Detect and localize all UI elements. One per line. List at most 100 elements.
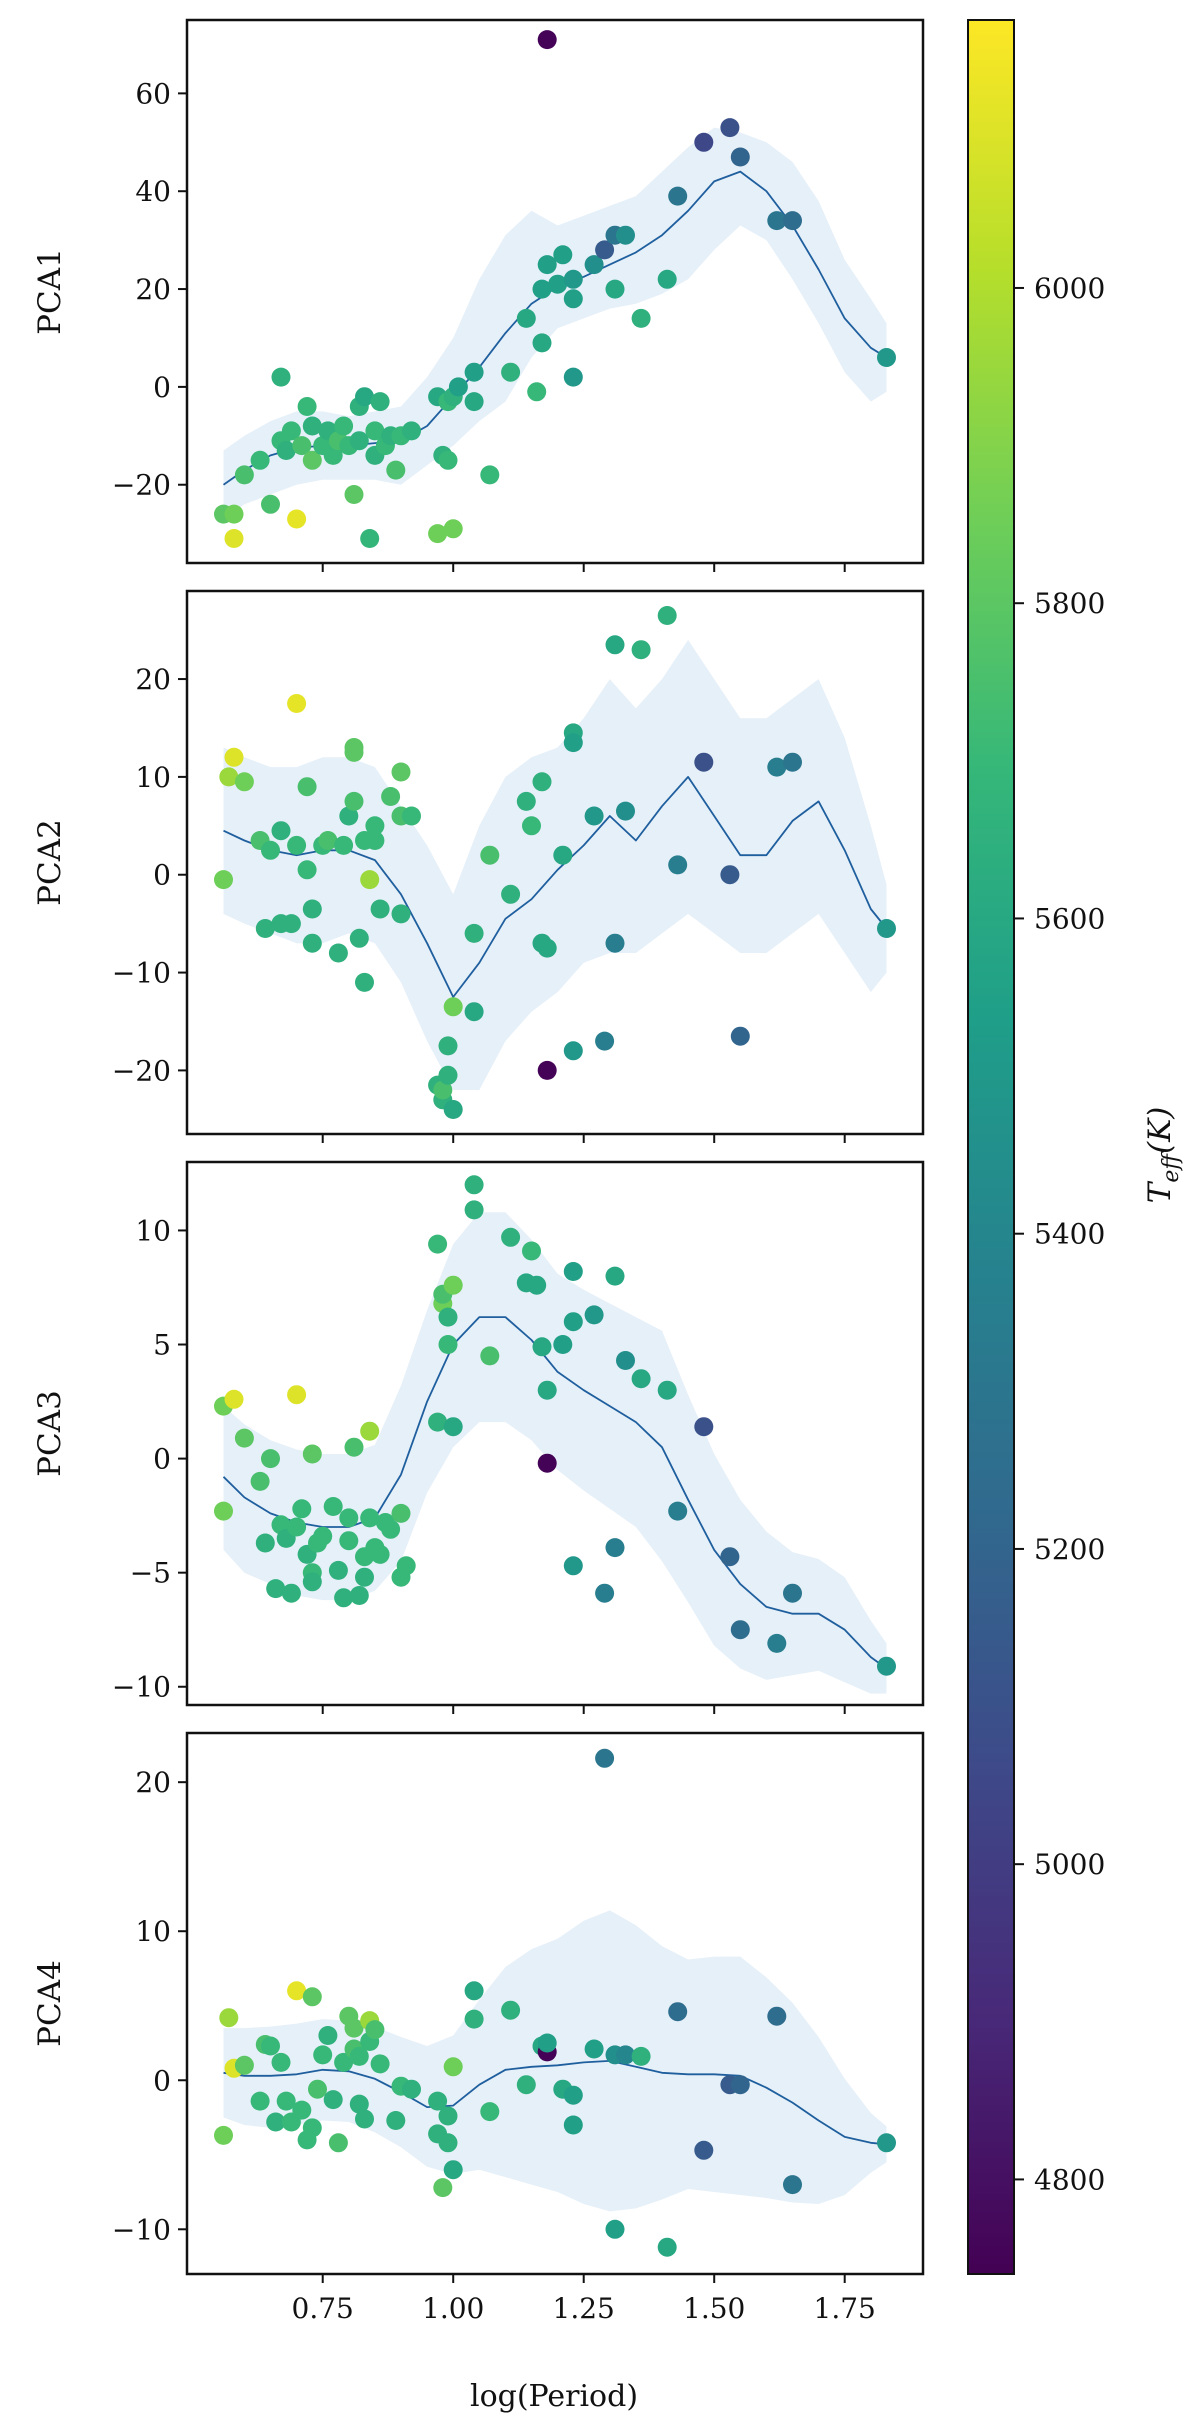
data-point: [694, 132, 714, 152]
data-point: [349, 2094, 369, 2114]
data-point: [323, 445, 343, 465]
data-point: [563, 1262, 583, 1281]
data-point: [616, 2045, 635, 2065]
data-point: [767, 2006, 787, 2026]
data-point: [443, 2160, 463, 2180]
panel-pca3: −10 −5 0 5 10 PCA3: [32, 1160, 925, 1714]
x-tick-label: 1.75: [814, 2292, 876, 2325]
data-point: [355, 1567, 374, 1587]
data-point: [219, 767, 239, 787]
data-point: [767, 757, 787, 777]
data-point: [694, 1417, 714, 1437]
data-point: [266, 1579, 286, 1599]
colorbar-tick-label: 5200: [1034, 1533, 1105, 1566]
data-point: [730, 1026, 750, 1046]
data-point: [605, 933, 625, 953]
data-point: [537, 938, 557, 958]
data-point: [563, 1556, 583, 1576]
data-point: [344, 2018, 364, 2038]
data-point: [443, 2057, 463, 2077]
data-point: [767, 211, 787, 231]
data-point: [532, 772, 552, 792]
colorbar-ticks: 4800 5000 5200 5400 5600 5800 6000: [1014, 272, 1105, 2196]
data-point: [605, 2219, 625, 2239]
data-point: [302, 899, 322, 919]
data-point: [548, 274, 568, 294]
data-point: [234, 2055, 254, 2075]
y-axis-label: PCA1: [32, 248, 68, 335]
y-tick-label: 40: [135, 175, 171, 208]
data-point: [464, 1981, 484, 2001]
data-point: [584, 2039, 604, 2059]
data-point: [281, 1583, 301, 1603]
data-point: [563, 269, 583, 289]
data-point: [443, 1417, 463, 1437]
x-tick-label: 0.75: [292, 2292, 354, 2325]
data-point: [386, 2111, 406, 2130]
data-point: [261, 2036, 280, 2056]
axes-frame: [185, 589, 925, 1136]
y-tick-label: 20: [135, 273, 171, 306]
data-point: [537, 255, 557, 275]
data-point: [287, 1385, 307, 1405]
data-point: [657, 2237, 677, 2257]
data-point: [605, 635, 625, 655]
data-point: [271, 2052, 291, 2072]
confidence-band: [223, 639, 887, 1090]
data-point: [720, 1547, 740, 1567]
data-point: [730, 2075, 750, 2095]
data-point: [783, 1583, 802, 1603]
data-point: [297, 860, 317, 880]
data-point: [631, 308, 651, 328]
data-point: [287, 509, 307, 529]
data-point: [532, 1337, 552, 1357]
data-point: [631, 1369, 651, 1389]
colorbar-gradient: [967, 19, 1015, 2275]
data-point: [313, 2045, 333, 2065]
data-point: [287, 1517, 307, 1537]
y-tick-label: −10: [112, 957, 171, 990]
y-axis-label: PCA3: [32, 1390, 68, 1477]
data-point: [877, 919, 896, 938]
data-point: [657, 269, 677, 289]
data-point: [605, 1538, 625, 1558]
data-point: [616, 225, 635, 245]
data-point: [563, 733, 583, 753]
data-point: [339, 1508, 359, 1528]
data-point: [631, 2046, 651, 2066]
data-point: [480, 845, 500, 865]
data-point: [355, 387, 374, 407]
panel-pca4: −10 0 10 20 0.75 1.00 1.25 1.50 1.75 PCA4: [32, 1731, 925, 2325]
data-point: [391, 762, 411, 782]
data-point: [360, 1421, 380, 1441]
data-point: [370, 899, 390, 919]
data-point: [255, 919, 275, 938]
data-point: [287, 694, 307, 713]
data-point: [595, 1748, 615, 1768]
data-point: [438, 450, 458, 470]
data-point: [537, 1380, 557, 1400]
confidence-band: [223, 1910, 887, 2212]
data-point: [516, 791, 536, 811]
data-point: [433, 1080, 453, 1100]
data-point: [381, 787, 401, 806]
data-point: [584, 255, 604, 275]
data-point: [532, 279, 552, 299]
data-point: [563, 1041, 583, 1061]
data-point: [287, 1981, 307, 2001]
data-point: [355, 972, 374, 992]
fit-line: [223, 776, 888, 998]
data-point: [271, 367, 291, 387]
data-point: [255, 1533, 275, 1553]
y-tick-label: −10: [112, 1671, 171, 1704]
data-point: [339, 806, 359, 826]
y-tick-label: −10: [112, 2213, 171, 2246]
fit-line: [223, 2060, 887, 2146]
y-tick-label: −20: [112, 469, 171, 502]
data-point: [443, 997, 463, 1017]
data-point: [720, 118, 740, 138]
data-point: [344, 742, 364, 762]
data-point: [318, 2026, 338, 2045]
data-point: [694, 752, 714, 772]
colorbar-tick-label: 6000: [1034, 272, 1105, 305]
